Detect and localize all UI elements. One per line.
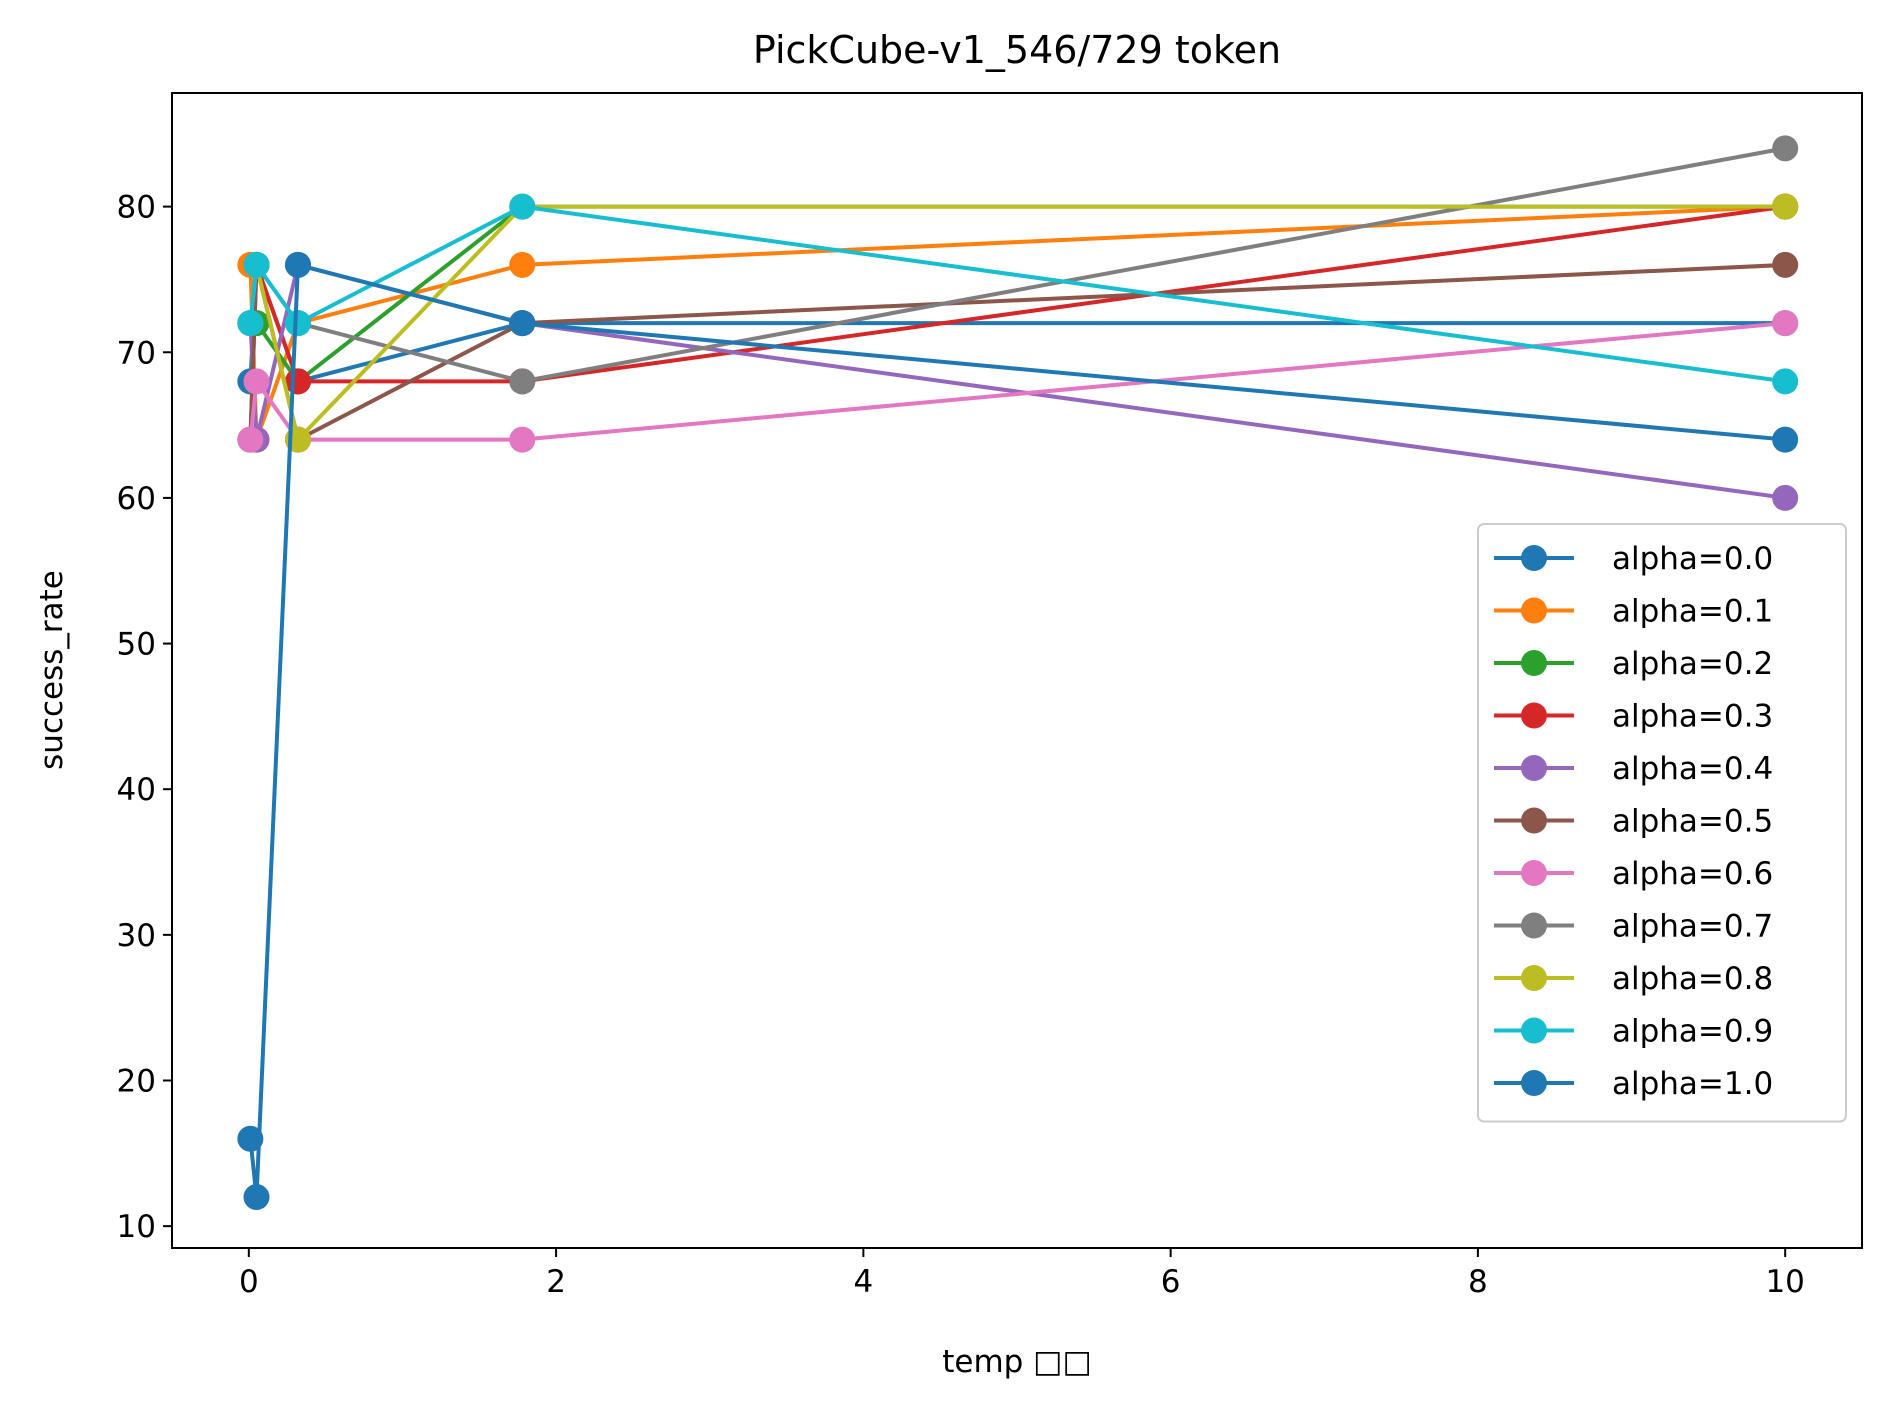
y-axis: 10 20 30 40 50 60 70 80 <box>117 190 172 1245</box>
legend-marker <box>1521 545 1547 571</box>
x-axis: 0 2 4 6 8 10 <box>239 1248 1805 1300</box>
legend-item: alpha=0.2 <box>1494 646 1773 682</box>
y-tick-label: 80 <box>117 190 156 226</box>
legend-item: alpha=0.4 <box>1494 751 1773 787</box>
legend-marker <box>1521 1070 1547 1096</box>
legend-marker <box>1521 807 1547 834</box>
y-tick-label: 70 <box>117 335 156 371</box>
x-axis-label: temp □□ <box>942 1344 1092 1380</box>
series-alpha=0.9 <box>237 193 1799 395</box>
legend-label: alpha=0.4 <box>1612 751 1773 787</box>
y-tick-label: 20 <box>117 1064 156 1100</box>
legend-label: alpha=1.0 <box>1612 1066 1773 1102</box>
x-tick-label: 0 <box>239 1264 259 1300</box>
data-point <box>243 368 270 395</box>
legend-item: alpha=0.8 <box>1494 961 1773 997</box>
series-line <box>248 262 1786 384</box>
y-tick-label: 10 <box>117 1209 156 1245</box>
legend-label: alpha=0.2 <box>1612 646 1773 682</box>
data-point <box>237 310 264 337</box>
legend-label: alpha=0.3 <box>1612 699 1773 735</box>
series-line <box>248 204 1786 384</box>
data-point <box>284 251 311 278</box>
series-alpha=0.7 <box>237 135 1799 395</box>
data-point <box>237 1125 264 1152</box>
legend-item: alpha=0.1 <box>1494 594 1773 630</box>
data-point <box>1772 426 1799 453</box>
legend-label: alpha=0.6 <box>1612 856 1773 892</box>
legend-item: alpha=0.5 <box>1494 804 1773 840</box>
legend-item: alpha=0.6 <box>1494 856 1773 892</box>
series-alpha=0.2 <box>237 193 1799 395</box>
data-point <box>1772 484 1799 511</box>
legend-label: alpha=0.0 <box>1612 541 1773 577</box>
legend-item: alpha=0.3 <box>1494 699 1773 735</box>
plot-area <box>237 135 1799 1211</box>
legend-marker <box>1521 912 1547 939</box>
data-point <box>237 426 264 453</box>
data-point <box>509 368 536 395</box>
x-tick-label: 8 <box>1468 1264 1488 1300</box>
data-point <box>509 251 536 278</box>
legend-label: alpha=0.1 <box>1612 594 1773 630</box>
legend-marker <box>1521 650 1547 676</box>
legend-label: alpha=0.9 <box>1612 1014 1773 1050</box>
data-point <box>1772 193 1799 220</box>
legend-marker <box>1521 597 1547 624</box>
chart-title: PickCube-v1_546/729 token <box>753 28 1281 72</box>
legend-marker <box>1521 860 1547 886</box>
data-point <box>509 310 536 337</box>
data-point <box>1772 251 1799 278</box>
data-point <box>243 251 270 278</box>
data-point <box>1772 135 1799 162</box>
legend-item: alpha=0.9 <box>1494 1014 1773 1050</box>
data-point <box>509 193 536 220</box>
legend-label: alpha=0.7 <box>1612 909 1773 945</box>
legend-marker <box>1521 755 1547 781</box>
y-tick-label: 30 <box>117 918 156 954</box>
data-point <box>1772 310 1799 337</box>
axes-frame <box>171 92 1863 1249</box>
legend-marker <box>1521 965 1547 991</box>
x-tick-label: 10 <box>1765 1264 1804 1300</box>
data-point <box>284 310 311 337</box>
x-tick-label: 2 <box>546 1264 566 1300</box>
legend-marker <box>1521 702 1547 729</box>
data-point <box>1772 368 1799 395</box>
legend-item: alpha=0.0 <box>1494 541 1773 577</box>
x-tick-label: 4 <box>853 1264 873 1300</box>
x-tick-label: 6 <box>1161 1264 1181 1300</box>
y-axis-label: success_rate <box>34 570 70 770</box>
series-line <box>250 204 1786 384</box>
legend: alpha=0.0 alpha=0.1 alpha=0.2 alpha=0.3 alph… <box>1477 523 1847 1123</box>
y-tick-label: 60 <box>117 481 156 517</box>
legend-label: alpha=0.5 <box>1612 804 1773 840</box>
y-tick-label: 40 <box>117 772 156 808</box>
legend-marker <box>1521 1017 1547 1044</box>
data-point <box>243 1184 270 1211</box>
data-point <box>509 426 536 453</box>
data-point <box>284 368 311 395</box>
legend-item: alpha=1.0 <box>1494 1066 1773 1102</box>
legend-item: alpha=0.7 <box>1494 909 1773 945</box>
series-alpha=1.0 <box>237 251 1799 1211</box>
legend-box <box>1477 523 1847 1123</box>
legend-label: alpha=0.8 <box>1612 961 1773 997</box>
y-tick-label: 50 <box>117 627 156 663</box>
